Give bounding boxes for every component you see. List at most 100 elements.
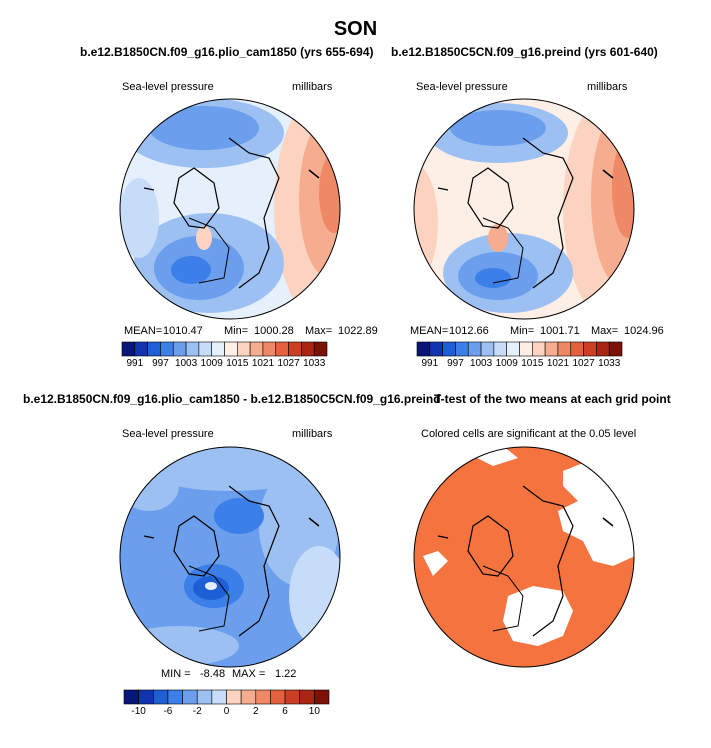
colorbar-box: [160, 341, 174, 357]
colorbar-tick-label: 991: [126, 358, 144, 369]
colorbar-tick-label: 10: [308, 706, 320, 717]
figure-title: SON: [333, 18, 378, 40]
colorbar-box: [284, 689, 301, 705]
colorbar-tick-label: 2: [253, 706, 259, 717]
colorbar-tick-label: 1027: [572, 358, 595, 369]
colorbar-tick-label: -2: [192, 706, 202, 717]
colorbar-box: [147, 341, 161, 357]
colorbar-box: [299, 689, 315, 705]
colorbar-box: [557, 341, 572, 357]
colorbar-box: [172, 341, 187, 357]
panel3-units-label: millibars: [292, 428, 333, 440]
colorbar-box: [255, 689, 271, 705]
colorbar-box: [134, 341, 148, 357]
colorbar-box: [570, 341, 584, 357]
panel3-max-label: MAX =: [232, 668, 266, 680]
panel2-units-label: millibars: [587, 81, 628, 93]
colorbar-box: [467, 341, 482, 357]
colorbar-tick-label: -10: [131, 706, 146, 717]
panel1-max-value: 1022.89: [338, 325, 378, 337]
panel2-max-value: 1024.96: [624, 325, 664, 337]
panel2-title: b.e12.B1850C5CN.f09_g16.preind (yrs 601-…: [391, 45, 658, 59]
colorbar-tick-label: 997: [447, 358, 464, 369]
colorbar-tick-label: 1015: [226, 358, 249, 369]
colorbar-box: [314, 689, 330, 705]
panel3-min-label: MIN =: [161, 668, 191, 680]
colorbar-box: [121, 341, 136, 357]
colorbar-tick-label: 1003: [469, 358, 493, 369]
panel1-title: b.e12.B1850CN.f09_g16.plio_cam1850 (yrs …: [80, 45, 374, 59]
colorbar-box: [519, 341, 533, 357]
colorbar-box: [185, 341, 200, 357]
panel2-max-label: Max=: [591, 325, 619, 337]
panel2-mean-label: MEAN=: [410, 325, 449, 337]
colorbar-box: [416, 341, 431, 357]
panel2-min-value: 1001.71: [540, 325, 580, 337]
colorbar-tick-label: 1009: [200, 358, 223, 369]
colorbar-box: [429, 341, 443, 357]
panel2-variable-label: Sea-level pressure: [416, 81, 508, 93]
colorbar-box: [211, 341, 225, 357]
colorbar-box: [196, 689, 213, 705]
colorbar-box: [596, 341, 610, 357]
panel1-polar-map: [119, 98, 341, 320]
colorbar-box: [288, 341, 302, 357]
panel3-min-value: -8.48: [200, 668, 226, 680]
colorbar-box: [544, 341, 559, 357]
panel1-mean-label: MEAN=: [124, 325, 163, 337]
colorbar-tick-label: 1033: [598, 358, 621, 369]
panel3-colorbar: [123, 689, 330, 705]
panel1-units-label: millibars: [292, 81, 333, 93]
colorbar-tick-label: 1033: [303, 358, 326, 369]
panel2-min-label: Min=: [510, 325, 535, 337]
panel1-mean-value: 1010.47: [163, 325, 203, 337]
panel1-variable-label: Sea-level pressure: [122, 81, 214, 93]
colorbar-box: [270, 689, 286, 705]
colorbar-box: [138, 689, 154, 705]
colorbar-box: [237, 341, 251, 357]
colorbar-box: [224, 341, 238, 357]
colorbar-box: [442, 341, 456, 357]
colorbar-tick-label: 1009: [495, 358, 518, 369]
panel1-colorbar: [121, 341, 328, 357]
colorbar-box: [240, 689, 257, 705]
colorbar-tick-label: 1021: [251, 358, 275, 369]
colorbar-tick-label: 6: [282, 706, 288, 717]
colorbar-box: [506, 341, 520, 357]
panel4-polar-map: [413, 446, 635, 668]
colorbar-tick-label: 1027: [277, 358, 300, 369]
colorbar-box: [583, 341, 597, 357]
colorbar-tick-label: -6: [163, 706, 173, 717]
colorbar-tick-label: 0: [223, 706, 230, 717]
colorbar-box: [226, 689, 242, 705]
colorbar-tick-label: 997: [152, 358, 169, 369]
colorbar-box: [198, 341, 212, 357]
panel2-colorbar: [416, 341, 623, 357]
panel4-note-label: Colored cells are significant at the 0.0…: [421, 428, 637, 440]
colorbar-tick-label: 1015: [521, 358, 544, 369]
panel4-title: T-test of the two means at each grid poi…: [434, 392, 671, 406]
panel3-variable-label: Sea-level pressure: [122, 428, 214, 440]
colorbar-box: [493, 341, 507, 357]
colorbar-box: [532, 341, 546, 357]
colorbar-box: [275, 341, 289, 357]
colorbar-box: [313, 341, 328, 357]
panel1-max-label: Max=: [305, 325, 333, 337]
colorbar-box: [455, 341, 469, 357]
panel3-title: b.e12.B1850CN.f09_g16.plio_cam1850 - b.e…: [23, 392, 441, 406]
colorbar-box: [211, 689, 227, 705]
colorbar-box: [608, 341, 623, 357]
colorbar-box: [182, 689, 198, 705]
colorbar-tick-label: 1003: [174, 358, 198, 369]
panel4-not-significant-s: [503, 586, 573, 646]
panel1-min-label: Min=: [224, 325, 249, 337]
colorbar-box: [152, 689, 169, 705]
panel2-polar-map: [413, 98, 635, 320]
colorbar-box: [249, 341, 264, 357]
panel3-polar-map: [119, 446, 341, 668]
colorbar-box: [262, 341, 277, 357]
colorbar-box: [301, 341, 315, 357]
panel3-max-value: 1.22: [275, 668, 297, 680]
colorbar-box: [123, 689, 139, 705]
panel2-mean-value: 1012.66: [449, 325, 489, 337]
